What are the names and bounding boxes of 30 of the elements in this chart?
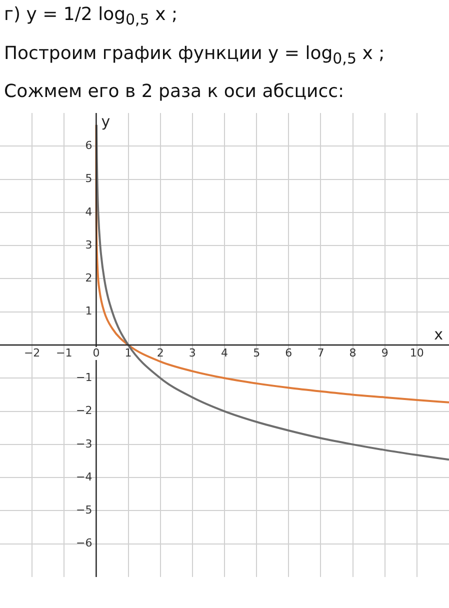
y-tick-label: −3 (76, 437, 92, 450)
x-tick-label: 0 (92, 346, 100, 360)
y-tick-label: 4 (85, 205, 92, 218)
x-tick-label: −2 (24, 346, 40, 360)
y-tick-label: 2 (85, 271, 92, 284)
x-axis-title: x (434, 325, 444, 344)
chart-title: г) y = 1/2 log$_{0,5}$ x ; (4, 4, 179, 29)
y-tick-label: 6 (85, 138, 92, 152)
y-tick-label: 1 (85, 304, 92, 318)
y-tick-label: −1 (76, 370, 92, 384)
x-tick-label: 9 (381, 346, 388, 360)
y-tick-label: 5 (85, 172, 92, 185)
x-tick-label: 2 (156, 346, 164, 360)
y-tick-label: −6 (76, 536, 92, 550)
y-tick-label: −5 (76, 503, 92, 516)
y-tick-label: 3 (85, 238, 92, 252)
x-tick-label: 7 (317, 346, 324, 360)
x-tick-label: 8 (349, 346, 356, 360)
y-axis-title: y (101, 112, 110, 130)
x-tick-label: 6 (285, 346, 292, 360)
y-tick-label: −2 (76, 404, 92, 417)
text: Сожмем его в 2 раза к оси абсцисс: (4, 81, 346, 103)
y-tick-label: −4 (76, 470, 92, 484)
x-tick-label: 3 (188, 346, 196, 360)
x-tick-label: 4 (221, 346, 228, 360)
x-tick-label: 5 (253, 346, 260, 360)
x-tick-label: −1 (56, 346, 72, 360)
chart-subtitle: Построим график функции y = log$_{0,5}$ x ; (4, 42, 386, 68)
x-tick-label: 1 (124, 346, 132, 360)
x-tick-label: 10 (410, 346, 424, 360)
